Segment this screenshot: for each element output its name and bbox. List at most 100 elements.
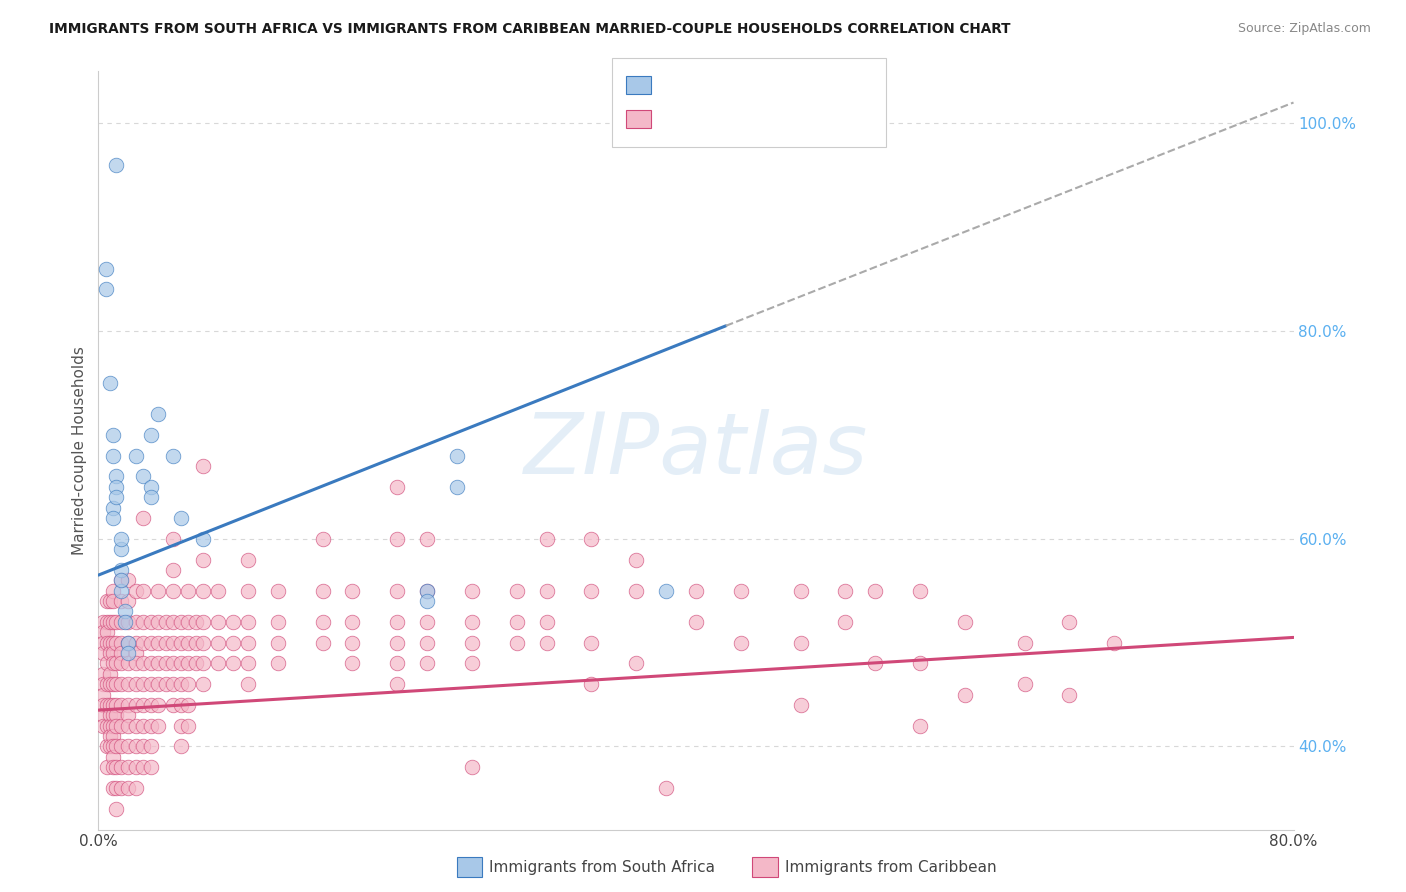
Point bbox=[148, 583, 170, 598]
Point bbox=[626, 552, 648, 566]
Point bbox=[311, 532, 333, 546]
Point bbox=[103, 677, 125, 691]
Point bbox=[139, 677, 162, 691]
Point bbox=[105, 719, 128, 733]
Point bbox=[236, 552, 259, 566]
Point bbox=[148, 635, 170, 649]
Point bbox=[506, 615, 529, 629]
Text: ZIPatlas: ZIPatlas bbox=[524, 409, 868, 492]
Point bbox=[169, 677, 191, 691]
Point bbox=[148, 407, 170, 421]
Point bbox=[536, 615, 558, 629]
Point bbox=[91, 625, 114, 640]
Point bbox=[139, 490, 162, 504]
Point bbox=[117, 677, 139, 691]
Text: Immigrants from Caribbean: Immigrants from Caribbean bbox=[785, 860, 997, 874]
Point bbox=[117, 719, 139, 733]
Point bbox=[139, 635, 162, 649]
Point bbox=[207, 635, 229, 649]
Point bbox=[105, 480, 128, 494]
Point bbox=[908, 657, 931, 671]
Point bbox=[311, 615, 333, 629]
Point bbox=[103, 594, 125, 608]
Point bbox=[385, 583, 409, 598]
Point bbox=[125, 760, 148, 774]
Point bbox=[536, 532, 558, 546]
Point bbox=[125, 635, 148, 649]
Point bbox=[191, 615, 214, 629]
Point bbox=[162, 449, 184, 463]
Point bbox=[103, 511, 125, 525]
Point bbox=[461, 760, 484, 774]
Point bbox=[110, 657, 132, 671]
Point bbox=[177, 698, 200, 712]
Point bbox=[105, 615, 128, 629]
Point bbox=[626, 657, 648, 671]
Point bbox=[117, 615, 139, 629]
Point bbox=[96, 635, 118, 649]
Point bbox=[96, 698, 118, 712]
Point bbox=[311, 635, 333, 649]
Point bbox=[148, 615, 170, 629]
Point bbox=[117, 708, 139, 723]
Point bbox=[103, 864, 125, 879]
Point bbox=[162, 677, 184, 691]
Point bbox=[191, 458, 214, 473]
Point bbox=[461, 583, 484, 598]
Point bbox=[105, 739, 128, 754]
Point bbox=[169, 635, 191, 649]
Point bbox=[461, 635, 484, 649]
Point bbox=[865, 583, 887, 598]
Point bbox=[536, 583, 558, 598]
Point bbox=[105, 657, 128, 671]
Text: 0.154: 0.154 bbox=[693, 108, 745, 126]
Point bbox=[222, 615, 245, 629]
Point bbox=[162, 532, 184, 546]
Point bbox=[236, 635, 259, 649]
Point bbox=[103, 449, 125, 463]
Point bbox=[267, 615, 290, 629]
Point bbox=[342, 615, 364, 629]
Point bbox=[98, 666, 122, 681]
Point bbox=[834, 615, 856, 629]
Point bbox=[117, 574, 139, 588]
Point bbox=[207, 615, 229, 629]
Point bbox=[730, 583, 752, 598]
Point bbox=[117, 635, 139, 649]
Point bbox=[446, 449, 468, 463]
Point bbox=[110, 594, 132, 608]
Point bbox=[110, 698, 132, 712]
Point bbox=[155, 677, 177, 691]
Point bbox=[581, 635, 603, 649]
Point bbox=[236, 583, 259, 598]
Point bbox=[132, 583, 155, 598]
Point bbox=[125, 583, 148, 598]
Text: N =: N = bbox=[749, 76, 783, 90]
Point bbox=[91, 719, 114, 733]
Point bbox=[105, 677, 128, 691]
Point bbox=[125, 449, 148, 463]
Point bbox=[98, 708, 122, 723]
Point bbox=[105, 469, 128, 483]
Point bbox=[461, 615, 484, 629]
Point bbox=[416, 657, 439, 671]
Point bbox=[110, 760, 132, 774]
Point bbox=[789, 583, 811, 598]
Point bbox=[91, 615, 114, 629]
Point bbox=[162, 583, 184, 598]
Point bbox=[184, 657, 207, 671]
Point bbox=[91, 666, 114, 681]
Point bbox=[267, 657, 290, 671]
Point bbox=[148, 657, 170, 671]
Point bbox=[953, 615, 976, 629]
Point bbox=[385, 615, 409, 629]
Point bbox=[655, 780, 678, 795]
Point bbox=[103, 583, 125, 598]
Point bbox=[98, 719, 122, 733]
Point bbox=[103, 635, 125, 649]
Point bbox=[139, 739, 162, 754]
Point bbox=[1059, 688, 1081, 702]
Point bbox=[132, 760, 155, 774]
Text: 147: 147 bbox=[780, 108, 815, 126]
Point bbox=[105, 802, 128, 816]
